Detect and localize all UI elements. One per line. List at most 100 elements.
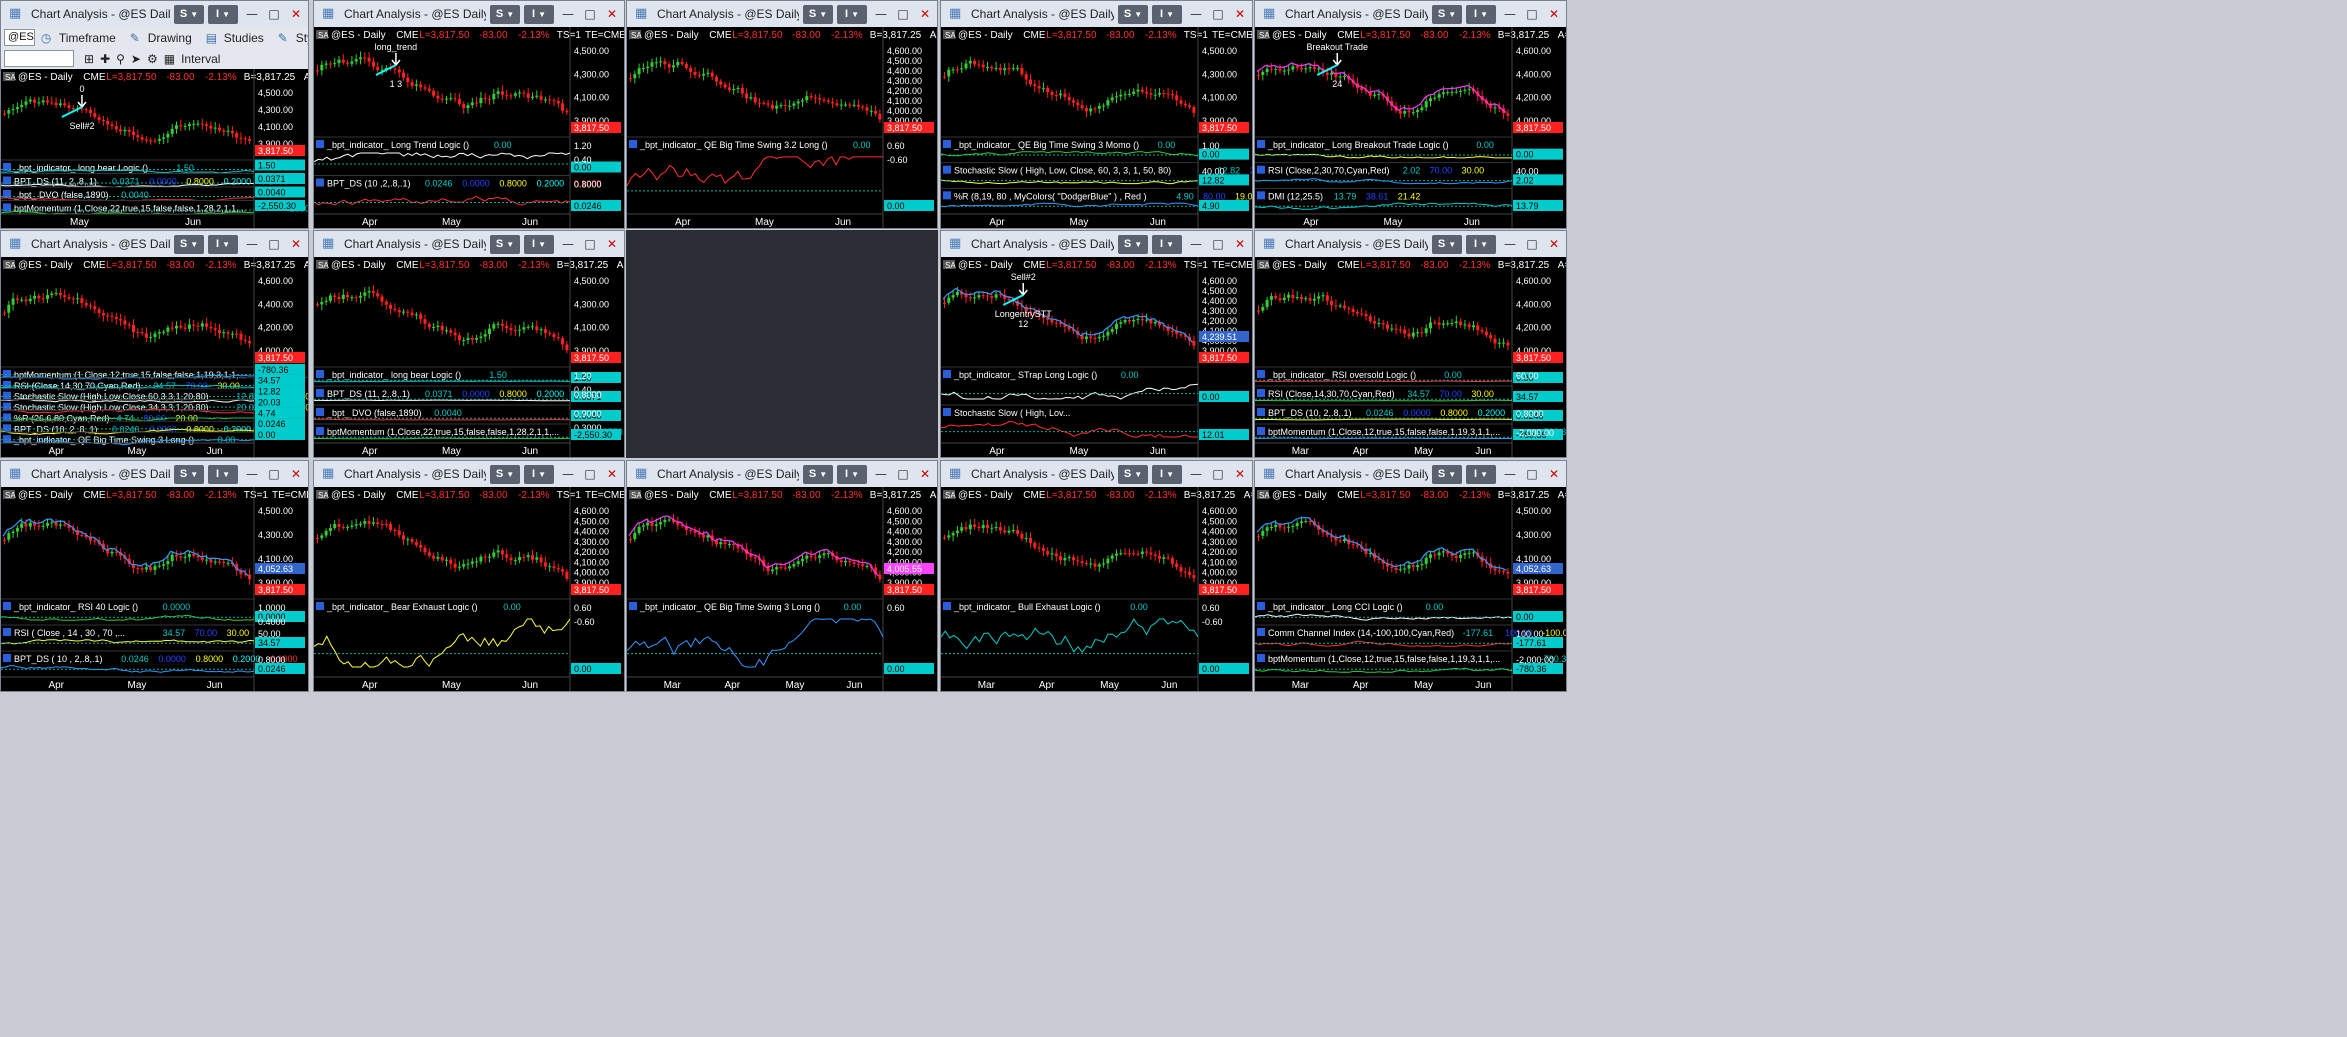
symbol-link-button[interactable]: S ▼ [1432, 234, 1462, 254]
chart-window[interactable]: ▦ Chart Analysis - @ES Daily [CME] E-min… [940, 460, 1253, 692]
symbol-link-button[interactable]: S ▼ [490, 4, 520, 24]
minimize-icon[interactable]: — [1504, 467, 1516, 481]
settings-icon[interactable]: ⚙ [146, 51, 158, 66]
menu-style[interactable]: ✎Style [278, 31, 308, 45]
chart-canvas[interactable]: SA @ES - Daily CME L=3,817.50 -83.00 -2.13% B=… [1255, 257, 1566, 457]
symbol-link-button[interactable]: S ▼ [490, 464, 520, 484]
close-icon[interactable]: ✕ [1234, 237, 1246, 251]
zoom-icon[interactable]: ⊞ [84, 51, 95, 66]
close-icon[interactable]: ✕ [290, 7, 302, 21]
chart-area[interactable]: SA @ES - Daily CME L=3,817.50 -83.00 -2.13% B=… [314, 257, 624, 457]
chart-window[interactable]: ▦ Chart Analysis - @ES Daily [CME] E-min… [940, 230, 1253, 458]
symbol-link-button[interactable]: S ▼ [174, 234, 204, 254]
symbol-link-button[interactable]: S ▼ [174, 4, 204, 24]
minimize-icon[interactable]: — [246, 7, 258, 21]
chart-area[interactable]: SA @ES - Daily CME L=3,817.50 -83.00 -2.13% B=… [1255, 487, 1566, 691]
chart-canvas[interactable]: SA @ES - Daily CME L=3,817.50 -83.00 -2.13% B=… [627, 27, 937, 228]
maximize-icon[interactable]: □ [584, 237, 596, 251]
chart-window[interactable]: ▦ Chart Analysis - @ES Daily [CME] E-min… [313, 230, 625, 458]
menu-drawing[interactable]: ✎ Drawing [130, 31, 192, 45]
magnify-icon[interactable]: ⚲ [116, 51, 125, 66]
minimize-icon[interactable]: — [1190, 237, 1202, 251]
chart-canvas[interactable]: SA @ES - Daily CME L=3,817.50 -83.00 -2.13% B=… [1, 257, 308, 457]
menu-studies[interactable]: ▤ Studies [206, 31, 264, 45]
close-icon[interactable]: ✕ [1548, 237, 1560, 251]
interval-link-button[interactable]: I ▼ [1152, 464, 1182, 484]
chart-canvas[interactable]: SA @ES - Daily CME L=3,817.50 -83.00 -2.13% TS… [941, 257, 1252, 457]
chart-canvas[interactable]: SA @ES - Daily CME L=3,817.50 -83.00 -2.13% B=… [627, 487, 937, 691]
window-titlebar[interactable]: ▦ Chart Analysis - @ES Daily [CME] E-min… [314, 461, 624, 487]
close-icon[interactable]: ✕ [919, 467, 931, 481]
symbol-link-button[interactable]: S ▼ [1432, 464, 1462, 484]
chart-canvas[interactable]: SA @ES - Daily CME L=3,817.50 -83.00 -2.13% B=… [314, 257, 624, 457]
chart-area[interactable]: SA @ES - Daily CME L=3,817.50 -83.00 -2.13% TS… [1, 487, 308, 691]
symbol-link-button[interactable]: S ▼ [1118, 464, 1148, 484]
close-icon[interactable]: ✕ [606, 467, 618, 481]
maximize-icon[interactable]: □ [1526, 237, 1538, 251]
window-titlebar[interactable]: ▦ Chart Analysis - @ES Daily [CME] E-min… [941, 1, 1252, 27]
maximize-icon[interactable]: □ [1526, 467, 1538, 481]
maximize-icon[interactable]: □ [584, 7, 596, 21]
chart-window[interactable]: ▦ Chart Analysis - @ES Daily [CME] E-min… [313, 0, 625, 229]
pan-icon[interactable]: ✚ [100, 51, 111, 66]
window-titlebar[interactable]: ▦ Chart Analysis - @ES Daily [CME] E-min… [1, 1, 308, 27]
minimize-icon[interactable]: — [1504, 7, 1516, 21]
chart-area[interactable]: SA @ES - Daily CME L=3,817.50 -83.00 -2.13% B=… [627, 27, 937, 228]
symbol-input[interactable]: @ES [4, 29, 35, 46]
maximize-icon[interactable]: □ [584, 467, 596, 481]
interval-link-button[interactable]: I ▼ [208, 4, 238, 24]
symbol-link-button[interactable]: S ▼ [1118, 4, 1148, 24]
chart-canvas[interactable]: SA @ES - Daily CME L=3,817.50 -83.00 -2.13% TS… [314, 487, 624, 691]
chart-area[interactable]: SA @ES - Daily CME L=3,817.50 -83.00 -2.13% TS… [314, 27, 624, 228]
chart-window[interactable]: ▦ Chart Analysis - @ES Daily [CME] E-min… [313, 460, 625, 692]
window-titlebar[interactable]: ▦ Chart Analysis - @ES Daily [CME] E-min… [314, 1, 624, 27]
interval-link-button[interactable]: I ▼ [1466, 464, 1496, 484]
chart-window[interactable]: ▦ Chart Analysis - @ES Daily [CME] E-min… [0, 460, 309, 692]
menu-timeframe[interactable]: ◷ Timeframe [41, 31, 116, 45]
window-titlebar[interactable]: ▦ Chart Analysis - @ES Daily [CME] E-min… [1, 461, 308, 487]
chart-area[interactable]: SA @ES - Daily CME L=3,817.50 -83.00 -2.13% B=… [1255, 257, 1566, 457]
interval-link-button[interactable]: I ▼ [1152, 234, 1182, 254]
chart-area[interactable]: SA @ES - Daily CME L=3,817.50 -83.00 -2.13% B=… [627, 487, 937, 691]
maximize-icon[interactable]: □ [268, 7, 280, 21]
maximize-icon[interactable]: □ [1212, 7, 1224, 21]
interval-link-button[interactable]: I ▼ [1466, 4, 1496, 24]
maximize-icon[interactable]: □ [268, 467, 280, 481]
minimize-icon[interactable]: — [875, 467, 887, 481]
interval-menu[interactable]: Interval [181, 52, 220, 66]
window-titlebar[interactable]: ▦ Chart Analysis - @ES Daily [CME] E-min… [1255, 231, 1566, 257]
chart-area[interactable]: SA @ES - Daily CME L=3,817.50 -83.00 -2.13% TS… [941, 257, 1252, 457]
minimize-icon[interactable]: — [1190, 467, 1202, 481]
minimize-icon[interactable]: — [1190, 7, 1202, 21]
maximize-icon[interactable]: □ [897, 467, 909, 481]
symbol-link-button[interactable]: S ▼ [1118, 234, 1148, 254]
maximize-icon[interactable]: □ [1212, 467, 1224, 481]
window-titlebar[interactable]: ▦ Chart Analysis - @ES Daily [CME] E-min… [627, 461, 937, 487]
chart-window[interactable]: ▦ Chart Analysis - @ES Daily [CME] E-min… [626, 460, 938, 692]
chart-window[interactable]: ▦ Chart Analysis - @ES Daily [CME] E-min… [0, 0, 309, 229]
close-icon[interactable]: ✕ [919, 7, 931, 21]
minimize-icon[interactable]: — [875, 7, 887, 21]
chart-canvas[interactable]: SA @ES - Daily CME L=3,817.50 -83.00 -2.13% TS… [1, 487, 308, 691]
chart-canvas[interactable]: SA @ES - Daily CME L=3,817.50 -83.00 -2.13% B=… [1, 69, 308, 228]
chart-area[interactable]: SA @ES - Daily CME L=3,817.50 -83.00 -2.13% TS… [941, 27, 1252, 228]
interval-link-button[interactable]: I ▼ [208, 464, 238, 484]
chart-area[interactable]: SA @ES - Daily CME L=3,817.50 -83.00 -2.13% B=… [1, 69, 308, 228]
window-titlebar[interactable]: ▦ Chart Analysis - @ES Daily [CME] E-min… [941, 461, 1252, 487]
window-titlebar[interactable]: ▦ Chart Analysis - @ES Daily [CME] E-min… [627, 1, 937, 27]
interval-link-button[interactable]: I ▼ [1466, 234, 1496, 254]
chart-window[interactable]: ▦ Chart Analysis - @ES Daily [CME] E-min… [1254, 230, 1567, 458]
interval-link-button[interactable]: I ▼ [1152, 4, 1182, 24]
chart-window[interactable]: ▦ Chart Analysis - @ES Daily [CME] E-min… [626, 0, 938, 229]
chart-area[interactable]: SA @ES - Daily CME L=3,817.50 -83.00 -2.13% B=… [1255, 27, 1566, 228]
symbol-link-button[interactable]: S ▼ [803, 4, 833, 24]
layout-icon[interactable]: ▦ [163, 51, 176, 66]
close-icon[interactable]: ✕ [1234, 467, 1246, 481]
interval-link-button[interactable]: I ▼ [524, 464, 554, 484]
window-titlebar[interactable]: ▦ Chart Analysis - @ES Daily [CME] E-min… [314, 231, 624, 257]
close-icon[interactable]: ✕ [290, 237, 302, 251]
interval-link-button[interactable]: I ▼ [208, 234, 238, 254]
minimize-icon[interactable]: — [562, 237, 574, 251]
maximize-icon[interactable]: □ [1212, 237, 1224, 251]
cursor-icon[interactable]: ➤ [130, 51, 141, 66]
